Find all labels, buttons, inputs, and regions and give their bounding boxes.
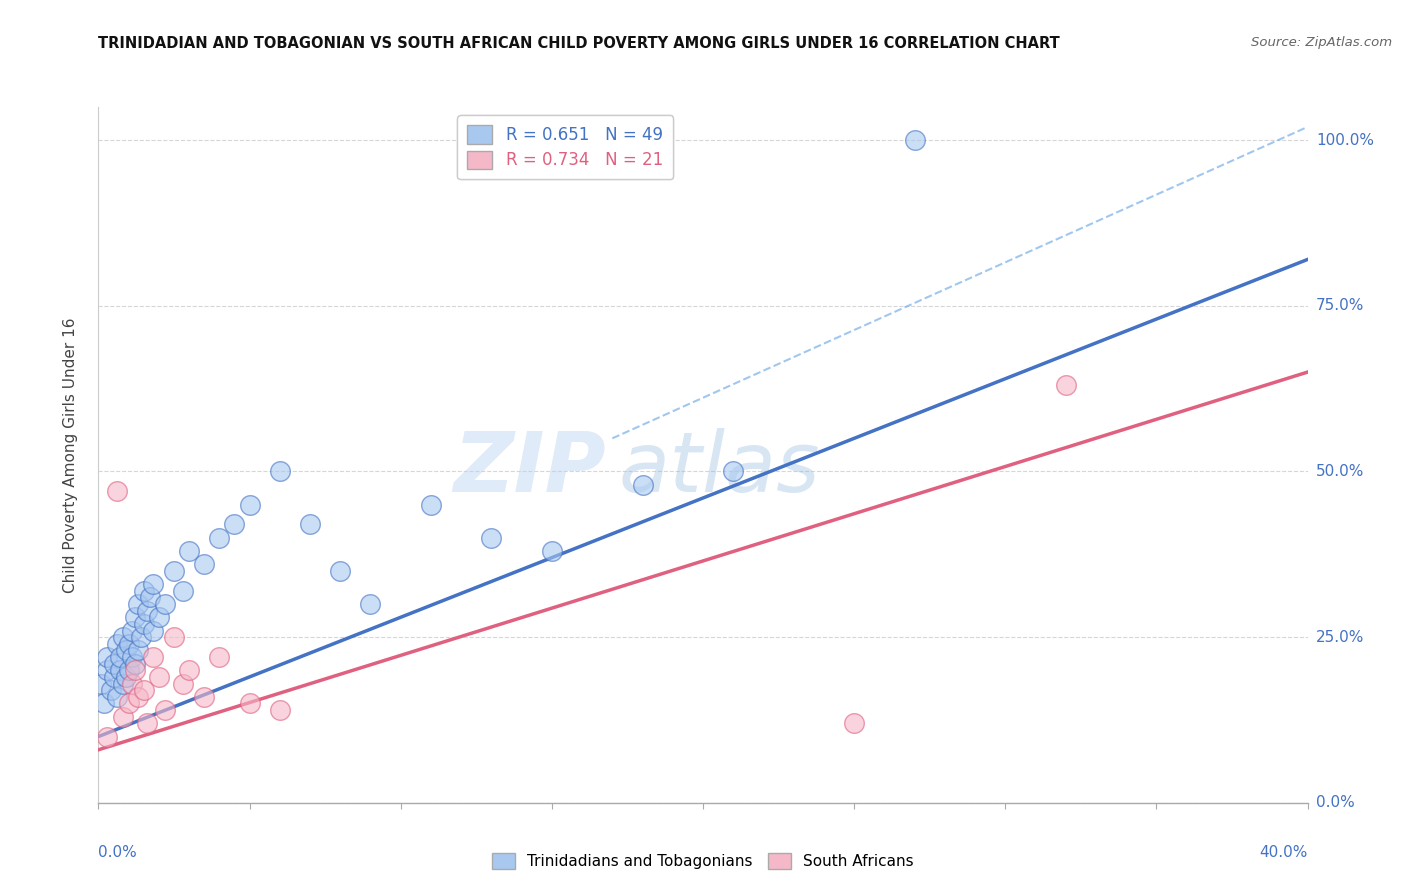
Point: [132, 616, 155, 631]
Point: [193, 690, 215, 704]
Text: atlas: atlas: [619, 428, 820, 509]
Y-axis label: Child Poverty Among Girls Under 16: Child Poverty Among Girls Under 16: [63, 318, 77, 592]
Legend: Trinidadians and Tobagonians, South Africans: Trinidadians and Tobagonians, South Afri…: [486, 847, 920, 875]
Point: [118, 637, 141, 651]
Point: [239, 697, 262, 711]
Point: [93, 697, 115, 711]
Point: [127, 643, 149, 657]
Point: [135, 716, 157, 731]
Text: Source: ZipAtlas.com: Source: ZipAtlas.com: [1251, 36, 1392, 49]
Point: [108, 650, 131, 665]
Point: [118, 697, 141, 711]
Text: 40.0%: 40.0%: [1260, 845, 1308, 860]
Text: 25.0%: 25.0%: [1316, 630, 1364, 645]
Point: [124, 657, 146, 671]
Point: [208, 531, 231, 545]
Point: [148, 610, 170, 624]
Point: [127, 690, 149, 704]
Point: [239, 498, 262, 512]
Point: [103, 670, 125, 684]
Point: [1054, 378, 1077, 392]
Point: [108, 663, 131, 677]
Point: [96, 730, 118, 744]
Point: [269, 703, 291, 717]
Point: [142, 624, 165, 638]
Point: [904, 133, 927, 147]
Point: [103, 657, 125, 671]
Point: [114, 670, 136, 684]
Point: [153, 703, 176, 717]
Point: [540, 544, 562, 558]
Point: [142, 577, 165, 591]
Point: [721, 465, 744, 479]
Point: [111, 709, 134, 723]
Legend: R = 0.651   N = 49, R = 0.734   N = 21: R = 0.651 N = 49, R = 0.734 N = 21: [457, 115, 673, 179]
Point: [224, 517, 246, 532]
Point: [111, 676, 134, 690]
Text: 50.0%: 50.0%: [1316, 464, 1364, 479]
Point: [299, 517, 322, 532]
Point: [124, 610, 146, 624]
Text: 100.0%: 100.0%: [1316, 133, 1374, 148]
Point: [111, 630, 134, 644]
Point: [177, 544, 201, 558]
Point: [132, 683, 155, 698]
Point: [148, 670, 170, 684]
Point: [127, 597, 149, 611]
Point: [153, 597, 176, 611]
Point: [163, 630, 186, 644]
Point: [132, 583, 155, 598]
Text: 0.0%: 0.0%: [1316, 796, 1354, 810]
Text: 0.0%: 0.0%: [98, 845, 138, 860]
Point: [135, 604, 157, 618]
Text: ZIP: ZIP: [454, 428, 606, 509]
Point: [124, 663, 146, 677]
Point: [105, 690, 128, 704]
Point: [631, 477, 654, 491]
Point: [105, 637, 128, 651]
Point: [844, 716, 866, 731]
Point: [96, 650, 118, 665]
Point: [142, 650, 165, 665]
Point: [96, 663, 118, 677]
Point: [193, 558, 215, 572]
Point: [121, 624, 143, 638]
Point: [481, 531, 503, 545]
Text: 75.0%: 75.0%: [1316, 298, 1364, 313]
Text: TRINIDADIAN AND TOBAGONIAN VS SOUTH AFRICAN CHILD POVERTY AMONG GIRLS UNDER 16 C: TRINIDADIAN AND TOBAGONIAN VS SOUTH AFRI…: [98, 36, 1060, 51]
Point: [114, 643, 136, 657]
Point: [172, 583, 194, 598]
Point: [129, 630, 152, 644]
Point: [139, 591, 162, 605]
Point: [177, 663, 201, 677]
Point: [208, 650, 231, 665]
Point: [269, 465, 291, 479]
Point: [100, 683, 122, 698]
Point: [172, 676, 194, 690]
Point: [121, 650, 143, 665]
Point: [163, 564, 186, 578]
Point: [121, 676, 143, 690]
Point: [329, 564, 352, 578]
Point: [105, 484, 128, 499]
Point: [360, 597, 382, 611]
Point: [118, 663, 141, 677]
Point: [419, 498, 441, 512]
Point: [90, 676, 112, 690]
